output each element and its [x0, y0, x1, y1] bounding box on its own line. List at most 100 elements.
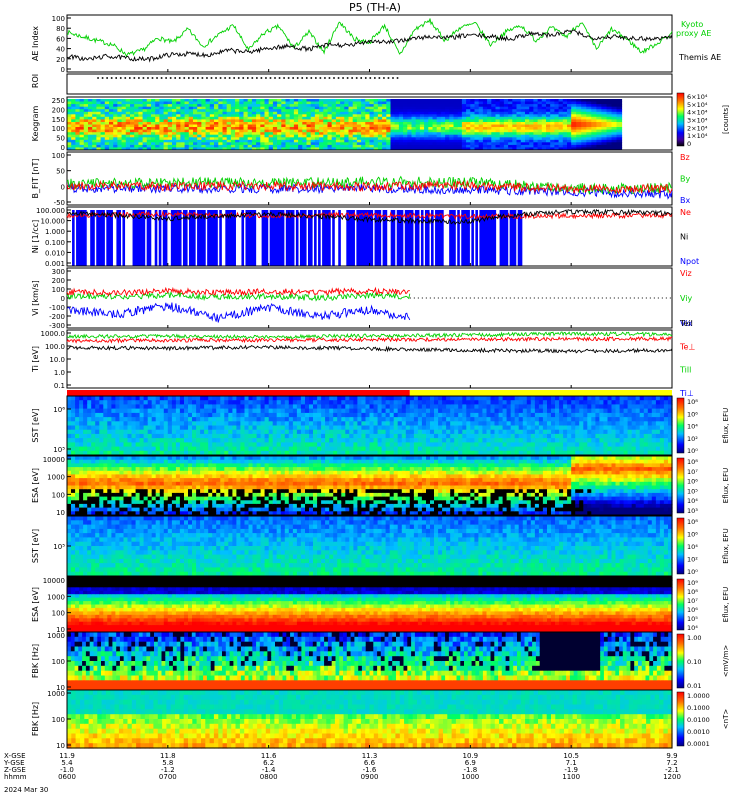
time-axis-value: 1100 [562, 773, 580, 781]
keogram-colorbar-tick: 5×10⁴ [687, 101, 708, 109]
roi-marker [374, 77, 376, 79]
roi-marker [379, 77, 381, 79]
fbk_b-ylabel: FBK [Hz] [31, 702, 40, 736]
fbk_b-spectrogram [67, 690, 673, 749]
keogram-ytick-label: 50 [56, 135, 65, 143]
roi-marker [283, 77, 285, 79]
roi-marker [134, 77, 136, 79]
roi-marker [360, 77, 362, 79]
sst_e-ytick-label: 10⁵ [53, 543, 65, 551]
vi-ytick-label: 200 [52, 277, 65, 285]
roi-marker [224, 77, 226, 79]
keogram-ytick-label: 200 [52, 106, 65, 114]
vi-ytick-label: 300 [52, 268, 65, 276]
fbk_e-ylabel: FBK [Hz] [31, 644, 40, 678]
fbk_b-ytick-label: 1000 [47, 690, 65, 698]
ni-ytick-label: 0.100 [45, 239, 65, 247]
roi-marker [124, 77, 126, 79]
ae-ytick-label: 80 [56, 25, 65, 33]
bfit-frame [67, 152, 672, 205]
roi-marker [247, 77, 249, 79]
ni-legend-2: Npot [680, 257, 699, 266]
roi-marker [315, 77, 317, 79]
fbk_b-colorbar-tick: 1.0000 [687, 692, 710, 700]
roi-marker [261, 77, 263, 79]
ae-ytick-label: 20 [56, 56, 65, 64]
roi-marker [292, 77, 294, 79]
roi-marker [197, 77, 199, 79]
fbk_e-colorbar-tick: 1.00 [687, 634, 701, 642]
bfit-ylabel: B_FIT [nT] [31, 158, 40, 198]
sst_e-spectrogram [67, 516, 673, 577]
keogram-ylabel: Keogram [31, 105, 40, 141]
bfit-ytick-label: 100 [52, 152, 65, 160]
esa_i-colorbar-tick: 10⁶ [687, 478, 698, 486]
sst_i-colorbar-tick: 10² [687, 435, 698, 443]
ae-ytick-label: 0 [61, 66, 65, 74]
roi-marker [392, 77, 394, 79]
esa_i-colorbar-tick: 10³ [687, 507, 698, 515]
ti-frame [67, 330, 672, 388]
ti-series-Teil [67, 346, 672, 353]
ni-ytick-label: 0.010 [45, 249, 65, 257]
roi-marker [288, 77, 290, 79]
sst_i-ylabel: SST [eV] [31, 408, 40, 442]
ae-legend-themis: Themis AE [678, 53, 721, 62]
roi-marker [351, 77, 353, 79]
roi-ylabel: ROI [31, 74, 40, 88]
roi-marker [311, 77, 313, 79]
ni-ylabel: Ni [1/cc] [31, 220, 40, 254]
vi-frame [67, 268, 672, 328]
fbk_b-colorbar [677, 692, 684, 746]
roi-marker [324, 77, 326, 79]
esa_i-colorbar-label: Eflux, EFU [722, 468, 730, 503]
roi-marker [206, 77, 208, 79]
sst_e-colorbar-label: Eflux, EFU [722, 528, 730, 563]
roi-marker [170, 77, 172, 79]
roi-marker [183, 77, 185, 79]
roi-marker [274, 77, 276, 79]
keogram-colorbar-label: [counts] [722, 105, 730, 134]
keogram-colorbar-tick: 1×10⁴ [687, 132, 708, 140]
fbk_b-ytick-label: 100 [52, 716, 65, 724]
roi-marker [202, 77, 204, 79]
roi-marker [156, 77, 158, 79]
roi-marker [233, 77, 235, 79]
keogram-ytick-label: 150 [52, 116, 65, 124]
bfit-ytick-label: 0 [61, 183, 65, 191]
ti-ytick-label: 1000.0 [41, 330, 66, 338]
sst_i-ytick-label: 10⁵ [53, 446, 65, 454]
bfit-ytick-label: -50 [54, 199, 65, 207]
roi-marker [320, 77, 322, 79]
sst_e-colorbar [677, 518, 684, 574]
roi-marker [115, 77, 117, 79]
ti-series-Till [67, 332, 672, 339]
roi-marker [370, 77, 372, 79]
roi-marker [347, 77, 349, 79]
esa_e-colorbar-tick: 10⁹ [687, 579, 698, 587]
roi-marker [242, 77, 244, 79]
roi-marker [193, 77, 195, 79]
esa_i-ytick-label: 10 [56, 509, 65, 517]
roi-marker [220, 77, 222, 79]
esa_e-colorbar-tick: 10⁸ [687, 588, 698, 596]
ti-ytick-label: 100.0 [45, 343, 65, 351]
roi-marker [179, 77, 181, 79]
roi-marker [279, 77, 281, 79]
ti-legend-0: Teil [679, 319, 693, 328]
roi-marker [111, 77, 113, 79]
sst_i-colorbar [677, 398, 684, 453]
ti-legend-1: Te⊥ [679, 342, 695, 351]
vi-ytick-label: -200 [49, 313, 65, 321]
roi-marker [383, 77, 385, 79]
vi-legend-0: Viz [680, 269, 692, 278]
keogram-colorbar-tick: 6×10⁴ [687, 93, 708, 101]
ti-ylabel: Ti [eV] [31, 346, 40, 373]
esa_i-colorbar-tick: 10⁴ [687, 497, 698, 505]
roi-marker [397, 77, 399, 79]
ni-ytick-label: 1.000 [45, 228, 65, 236]
fbk_b-colorbar-tick: 0.0001 [687, 740, 710, 748]
keogram-colorbar-tick: 4×10⁴ [687, 109, 708, 117]
vi-ytick-label: 0 [61, 295, 65, 303]
